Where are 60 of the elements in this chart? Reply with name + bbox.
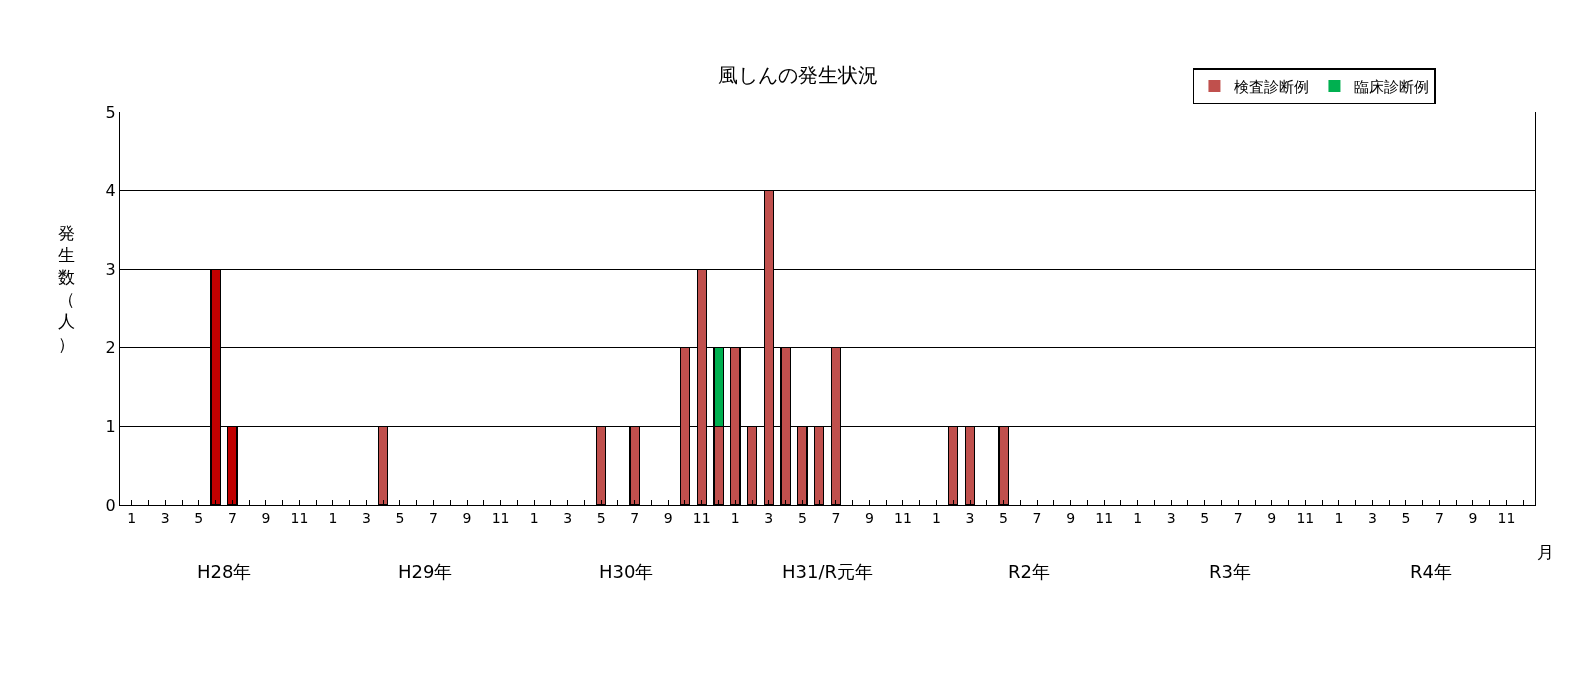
x-tick-label: 11	[894, 509, 912, 526]
x-tick-label: 9	[663, 509, 673, 526]
x-tick-label: 1	[932, 509, 941, 526]
y-tick-label: 3	[105, 259, 116, 279]
chart-title: 風しんの発生状況	[717, 62, 878, 87]
x-tick-label: 5	[194, 509, 204, 526]
x-tick-label: 11	[1497, 509, 1516, 526]
text: H31/R元年	[782, 561, 874, 582]
x-tick-label: 9	[1468, 509, 1478, 526]
text: R4年	[1410, 561, 1452, 582]
y-tick-label: 1	[105, 417, 116, 436]
text: H30年	[599, 561, 654, 582]
legend-label: 臨床診断例	[1354, 77, 1430, 96]
x-axis-title: 月	[1537, 542, 1554, 562]
x-tick-label: 3	[160, 509, 170, 526]
text: R3年	[1209, 561, 1251, 582]
y-tick-label: 4	[105, 181, 116, 201]
x-tick-label: 3	[361, 509, 371, 526]
x-tick-label: 5	[395, 509, 405, 526]
x-tick-label: 3	[1166, 509, 1176, 526]
x-tick-label: 7	[1032, 509, 1042, 526]
x-tick-label: 9	[1267, 509, 1277, 526]
text: R2年	[1008, 561, 1050, 582]
x-tick-label: 3	[563, 509, 573, 526]
x-tick-label: 7	[1233, 509, 1243, 526]
x-tick-label: 9	[1066, 509, 1076, 526]
x-tick-label: 9	[864, 509, 874, 526]
x-tick-label: 1	[1334, 509, 1344, 526]
x-tick-label: 9	[261, 509, 271, 526]
y-tick-label: 2	[105, 338, 116, 358]
x-tick-label: 9	[462, 509, 472, 526]
x-tick-label: 5	[596, 509, 606, 526]
x-tick-label: 3	[764, 509, 774, 526]
x-tick-label: 5	[797, 509, 807, 526]
legend-label: 検査診断例	[1234, 77, 1310, 96]
x-tick-label: 1	[127, 509, 137, 526]
x-tick-label: 1	[1133, 509, 1143, 526]
x-tick-label: 11	[692, 509, 711, 526]
x-tick-label: 1	[328, 509, 338, 526]
text: H29年	[398, 561, 453, 582]
text: H28年	[197, 561, 252, 582]
y-axis-title: 発生数（人）	[58, 223, 75, 354]
x-tick-label: 1	[529, 509, 539, 526]
x-tick-label: 5	[999, 509, 1008, 526]
x-tick-label: 7	[831, 509, 841, 526]
x-tick-label: 7	[227, 509, 237, 526]
x-tick-label: 11	[1296, 509, 1315, 526]
x-tick-label: 7	[1434, 509, 1444, 526]
y-tick-label: 0	[105, 495, 116, 515]
x-tick-label: 5	[1200, 509, 1210, 526]
x-tick-label: 7	[630, 509, 640, 526]
x-tick-label: 3	[1367, 509, 1377, 526]
x-tick-label: 5	[1401, 509, 1411, 526]
y-tick-label: 5	[105, 102, 116, 122]
x-tick-label: 11	[1095, 509, 1114, 526]
x-tick-label: 3	[965, 509, 975, 526]
x-tick-label: 11	[290, 509, 309, 526]
x-tick-label: 1	[730, 509, 740, 526]
x-tick-label: 11	[491, 509, 510, 526]
x-tick-label: 7	[429, 509, 438, 526]
